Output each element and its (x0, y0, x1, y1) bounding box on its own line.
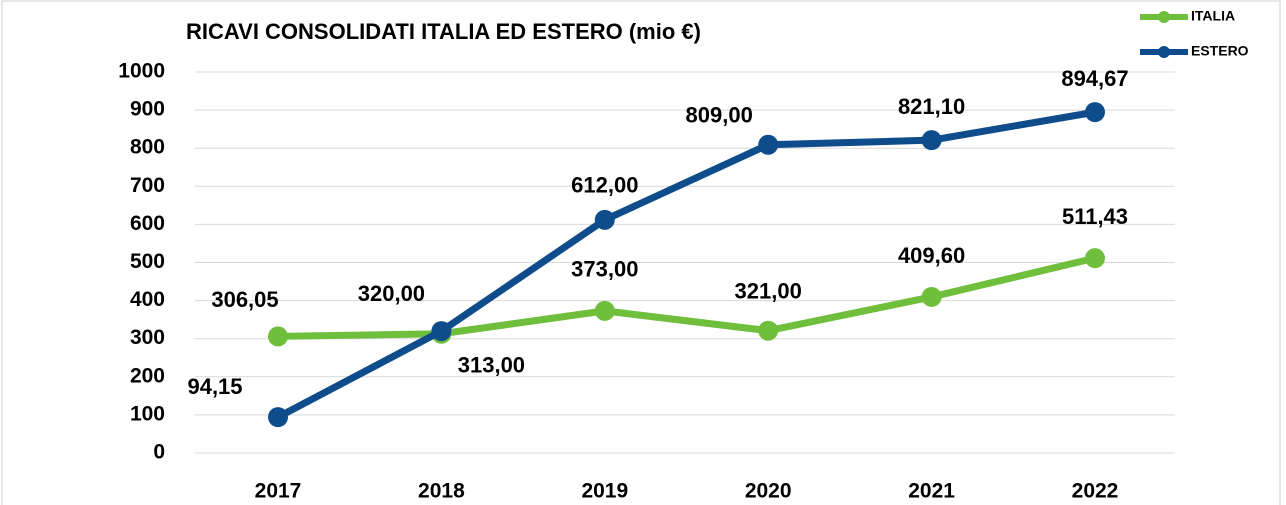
y-tick-label: 600 (130, 212, 165, 235)
data-label: 511,43 (1062, 204, 1128, 229)
series-line (277, 254, 1096, 340)
legend-marker (1158, 46, 1170, 58)
data-point (758, 134, 779, 155)
x-tick-label: 2022 (1072, 480, 1119, 503)
data-label: 313,00 (458, 353, 525, 378)
chart-title: RICAVI CONSOLIDATI ITALIA ED ESTERO (mio… (186, 19, 701, 44)
y-tick-label: 800 (130, 136, 165, 159)
data-point (921, 130, 942, 151)
data-point (594, 209, 615, 230)
data-point (921, 286, 942, 307)
y-tick-label: 1000 (118, 60, 165, 83)
series-line (276, 108, 1096, 421)
data-label: 821,10 (898, 94, 965, 119)
x-tick-label: 2017 (255, 480, 302, 503)
x-tick-label: 2020 (745, 480, 792, 503)
y-tick-label: 200 (130, 364, 165, 387)
data-point (1085, 102, 1105, 123)
y-tick-label: 100 (130, 402, 165, 425)
x-tick-label: 2021 (908, 480, 955, 503)
x-tick-label: 2019 (581, 480, 628, 503)
y-tick-label: 400 (130, 288, 165, 311)
data-label: 306,05 (211, 287, 278, 312)
data-point (594, 300, 615, 321)
data-label: 409,60 (898, 243, 965, 268)
y-tick-label: 300 (130, 326, 165, 349)
legend-label: ITALIA (1191, 8, 1235, 24)
data-label: 320,00 (358, 281, 425, 306)
data-label: 94,15 (187, 374, 242, 399)
legend-marker (1158, 11, 1170, 23)
legend-label: ESTERO (1191, 43, 1249, 59)
data-label: 321,00 (735, 279, 802, 304)
data-point (758, 320, 779, 341)
data-label: 894,67 (1061, 66, 1128, 91)
data-point (268, 407, 288, 428)
y-tick-label: 0 (153, 441, 165, 464)
y-tick-label: 500 (130, 250, 165, 273)
y-tick-label: 900 (130, 98, 165, 121)
data-label: 612,00 (571, 173, 638, 198)
y-tick-label: 700 (130, 174, 165, 197)
data-point (268, 326, 288, 347)
data-label: 809,00 (686, 103, 753, 128)
x-tick-label: 2018 (418, 480, 465, 503)
data-point (1085, 248, 1105, 269)
data-label: 373,00 (571, 257, 638, 282)
data-point (431, 321, 452, 342)
